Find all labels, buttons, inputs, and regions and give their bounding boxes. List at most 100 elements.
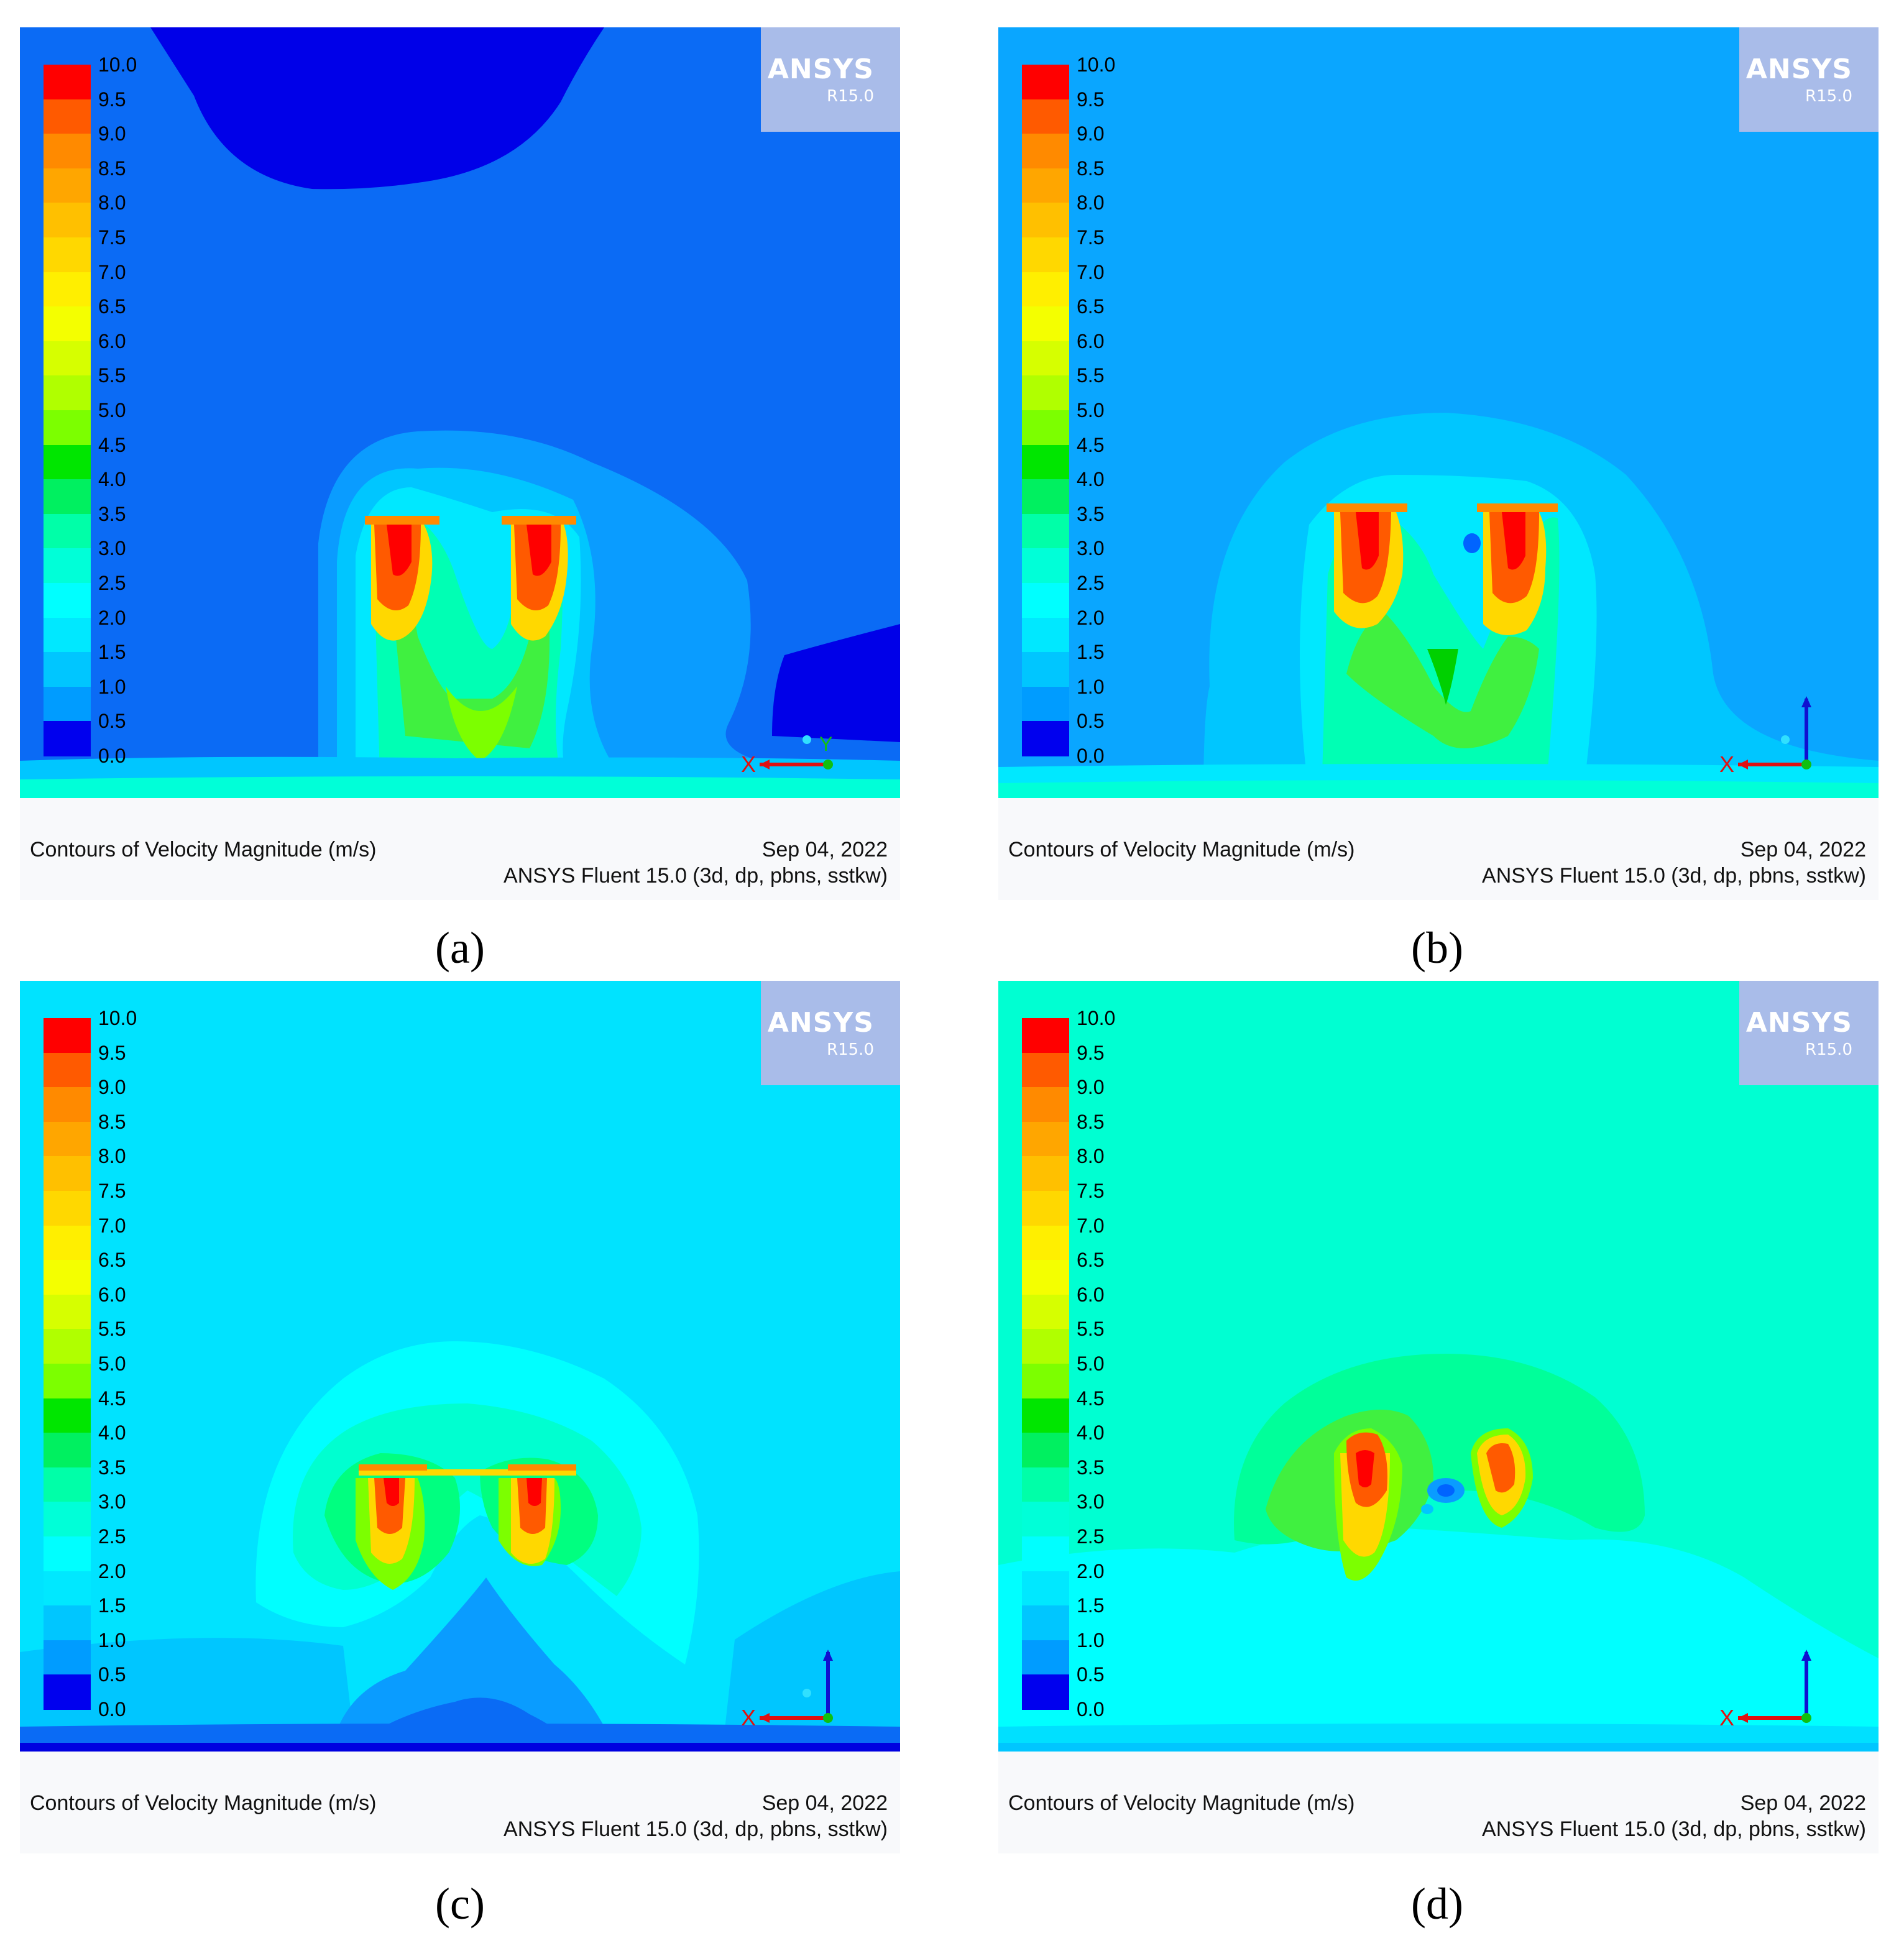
legend-tick-label: 7.5 xyxy=(1077,226,1105,249)
legend-swatch xyxy=(44,1502,91,1537)
ansys-logo: ANSYS R15.0 xyxy=(1739,981,1879,1085)
legend-swatch xyxy=(1022,306,1069,342)
legend-swatch xyxy=(1022,375,1069,411)
legend-swatch xyxy=(1022,237,1069,273)
legend-tick-label: 9.0 xyxy=(98,122,126,145)
legend-tick-label: 2.5 xyxy=(98,572,126,594)
legend-tick-label: 4.5 xyxy=(98,1387,126,1410)
legend-swatch xyxy=(44,721,91,756)
legend-tick-label: 6.5 xyxy=(98,1249,126,1272)
legend-swatch xyxy=(1022,617,1069,653)
legend-tick-label: 2.5 xyxy=(1077,1525,1105,1548)
legend-tick-label: 0.0 xyxy=(98,745,126,767)
legend-tick-label: 6.0 xyxy=(98,329,126,352)
legend-swatch xyxy=(44,1674,91,1710)
legend-tick-label: 7.5 xyxy=(98,226,126,249)
legend-tick-label: 6.5 xyxy=(98,295,126,318)
legend-swatch xyxy=(1022,444,1069,480)
legend-swatch xyxy=(44,168,91,204)
legend-swatch xyxy=(1022,1605,1069,1641)
ansys-logo-name: ANSYS xyxy=(767,1007,874,1039)
legend-swatch xyxy=(1022,652,1069,687)
legend-swatch xyxy=(1022,1121,1069,1157)
legend-tick-label: 4.0 xyxy=(1077,468,1105,491)
legend-tick-label: 9.5 xyxy=(1077,88,1105,111)
legend-tick-label: 3.5 xyxy=(1077,1456,1105,1479)
legend-tick-label: 0.0 xyxy=(1077,1698,1105,1720)
ansys-logo: ANSYS R15.0 xyxy=(761,981,900,1085)
legend-swatch xyxy=(44,617,91,653)
legend-swatch xyxy=(44,583,91,618)
legend-tick-label: 6.0 xyxy=(1077,329,1105,352)
panel-label-a: (a) xyxy=(435,923,485,973)
legend-tick-label: 4.0 xyxy=(98,1421,126,1444)
legend-tick-label: 2.5 xyxy=(1077,572,1105,594)
legend-tick-label: 4.0 xyxy=(98,468,126,491)
caption-bar: Contours of Velocity Magnitude (m/s) Sep… xyxy=(998,1752,1879,1853)
legend-tick-label: 10.0 xyxy=(1077,53,1116,76)
legend-tick-label: 9.5 xyxy=(98,1041,126,1064)
legend-swatch xyxy=(44,1260,91,1295)
legend-tick-label: 3.0 xyxy=(98,537,126,560)
legend-tick-label: 10.0 xyxy=(98,53,137,76)
legend-tick-label: 0.0 xyxy=(1077,745,1105,767)
axis-triad-icon: X Y xyxy=(741,733,833,777)
legend-swatch xyxy=(1022,1502,1069,1537)
panel-label-b: (b) xyxy=(1411,923,1463,973)
contour-viewport[interactable]: 10.0 9.5 9.0 8.5 8.0 7.5 7.0 6.5 6.0 5.5 5.0 4.5 4.0… xyxy=(998,27,1879,798)
caption-software: ANSYS Fluent 15.0 (3d, dp, pbns, sstkw) xyxy=(504,1817,888,1841)
legend-tick-label: 7.0 xyxy=(1077,260,1105,283)
legend-tick-label: 4.5 xyxy=(98,433,126,456)
velocity-contour-field xyxy=(998,981,1879,1752)
legend-swatch xyxy=(1022,1364,1069,1399)
legend-tick-label: 5.0 xyxy=(1077,1352,1105,1375)
legend-swatch xyxy=(44,444,91,480)
legend-swatch xyxy=(1022,168,1069,204)
legend-swatch xyxy=(1022,1329,1069,1364)
legend-swatch xyxy=(44,548,91,584)
ansys-logo-version: R15.0 xyxy=(827,1040,874,1059)
panel-d: 10.0 9.5 9.0 8.5 8.0 7.5 7.0 6.5 6.0 5.5 5.0 4.5 4.0… xyxy=(998,981,1879,1853)
legend-swatch xyxy=(1022,65,1069,100)
contour-viewport[interactable]: 10.0 9.5 9.0 8.5 8.0 7.5 7.0 6.5 6.0 5.5 5.0 4.5 4.0… xyxy=(20,27,900,798)
legend-swatch xyxy=(44,203,91,238)
legend-swatch xyxy=(44,1052,91,1088)
legend-tick-label: 8.5 xyxy=(98,1110,126,1133)
legend-swatch xyxy=(1022,410,1069,446)
legend-swatch xyxy=(1022,1260,1069,1295)
legend-swatch xyxy=(1022,1018,1069,1054)
caption-bar: Contours of Velocity Magnitude (m/s) Sep… xyxy=(20,798,900,900)
ansys-logo-name: ANSYS xyxy=(1745,53,1852,85)
legend-swatch xyxy=(44,686,91,722)
legend-tick-label: 5.5 xyxy=(98,364,126,387)
legend-tick-label: 6.5 xyxy=(1077,295,1105,318)
legend-tick-label: 8.0 xyxy=(98,191,126,214)
legend-tick-label: 3.5 xyxy=(98,502,126,525)
caption-title: Contours of Velocity Magnitude (m/s) xyxy=(30,1791,377,1815)
legend-swatch xyxy=(1022,1087,1069,1123)
legend-tick-label: 7.0 xyxy=(1077,1214,1105,1237)
legend-tick-label: 7.0 xyxy=(98,260,126,283)
legend-swatch xyxy=(1022,203,1069,238)
color-legend: 10.0 9.5 9.0 8.5 8.0 7.5 7.0 6.5 6.0 5.5 5.0 4.5 4.0… xyxy=(44,1008,168,1719)
legend-swatch xyxy=(1022,1571,1069,1607)
caption-software: ANSYS Fluent 15.0 (3d, dp, pbns, sstkw) xyxy=(1482,1817,1866,1841)
legend-tick-label: 6.5 xyxy=(1077,1249,1105,1272)
legend-tick-label: 0.5 xyxy=(98,1663,126,1686)
legend-tick-label: 3.0 xyxy=(98,1490,126,1513)
legend-swatch xyxy=(1022,1640,1069,1676)
legend-swatch xyxy=(44,306,91,342)
legend-tick-label: 9.5 xyxy=(1077,1041,1105,1064)
legend-tick-label: 6.0 xyxy=(1077,1283,1105,1306)
contour-viewport[interactable]: 10.0 9.5 9.0 8.5 8.0 7.5 7.0 6.5 6.0 5.5 5.0 4.5 4.0… xyxy=(20,981,900,1752)
axis-x-label: X xyxy=(741,751,756,777)
legend-tick-label: 4.0 xyxy=(1077,1421,1105,1444)
legend-tick-label: 1.5 xyxy=(1077,641,1105,664)
legend-tick-label: 0.0 xyxy=(98,1698,126,1720)
legend-tick-label: 5.0 xyxy=(98,399,126,421)
legend-swatch xyxy=(44,1398,91,1434)
legend-tick-label: 8.0 xyxy=(1077,1145,1105,1168)
axis-y-label: Y xyxy=(819,733,832,755)
legend-tick-label: 9.0 xyxy=(1077,122,1105,145)
contour-viewport[interactable]: 10.0 9.5 9.0 8.5 8.0 7.5 7.0 6.5 6.0 5.5 5.0 4.5 4.0… xyxy=(998,981,1879,1752)
